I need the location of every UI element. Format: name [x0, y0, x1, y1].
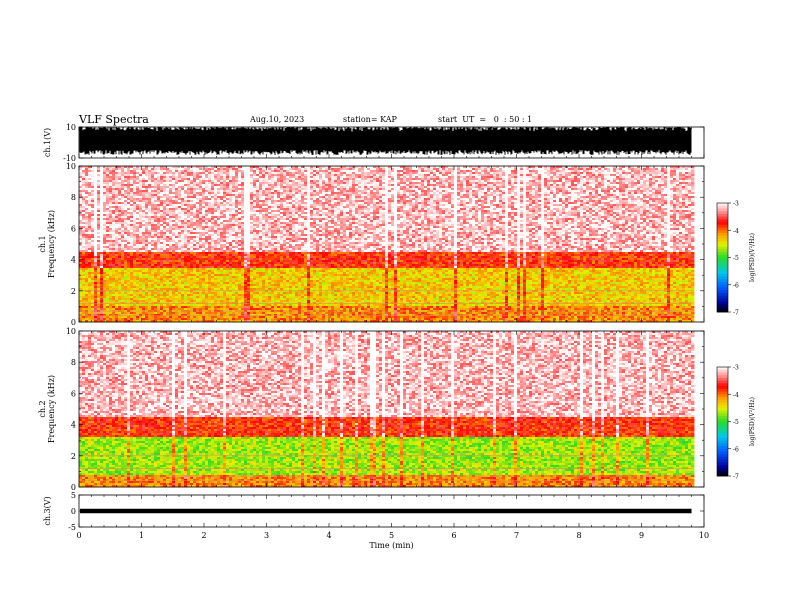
x-tick-label: 1 — [139, 531, 144, 540]
colorbar-tick-label: -3 — [733, 201, 739, 208]
y-axis-label-line: ch.2 — [38, 400, 47, 417]
colorbar-2 — [717, 367, 731, 476]
colorbar-tick-label: -5 — [733, 419, 739, 426]
y-tick-label: 4 — [71, 421, 76, 430]
plot-area: -3 -4 -5 -6 -7 log(PSD)(V²/Hz) -3 -4 -5 -6 -7 log(P… — [0, 0, 792, 612]
y-axis-label-line: ch.1 — [38, 235, 47, 252]
x-tick-label: 9 — [639, 531, 644, 540]
y-tick-label: 5 — [71, 491, 76, 500]
y-tick-label: 4 — [71, 256, 76, 265]
y-axis-label: ch.3(V) — [43, 496, 52, 525]
y-tick-label: 6 — [71, 224, 76, 233]
x-tick-label: 6 — [451, 531, 456, 540]
colorbar-tick-label: -4 — [733, 228, 739, 235]
colorbar-tick-label: -5 — [733, 255, 739, 262]
x-tick-label: 7 — [514, 531, 519, 540]
colorbar-tick-label: -3 — [733, 365, 739, 372]
colorbar-tick-label: -7 — [733, 310, 739, 317]
spectrogram-1 — [79, 166, 694, 322]
colorbar-label: log(PSD)(V²/Hz) — [749, 397, 756, 446]
x-tick-label: 3 — [264, 531, 269, 540]
y-tick-label: 8 — [71, 358, 76, 367]
y-axis-label-line: ch.1(V) — [43, 128, 52, 157]
y-tick-label: 0 — [71, 507, 76, 516]
colorbar-tick-label: -4 — [733, 392, 739, 399]
y-axis-label: ch.2Frequency (kHz) — [38, 375, 56, 443]
y-axis-label-line: ch.3(V) — [43, 496, 52, 525]
x-tick-label: 4 — [326, 531, 331, 540]
colorbar-tick-label: -6 — [733, 446, 739, 453]
colorbar-tick-label: -7 — [733, 474, 739, 481]
colorbar-label: log(PSD)(V²/Hz) — [749, 233, 756, 282]
y-tick-label: 6 — [71, 389, 76, 398]
y-tick-label: 2 — [71, 452, 76, 461]
spectrogram-2 — [79, 331, 694, 487]
colorbar-1 — [717, 203, 731, 312]
y-tick-label: 8 — [71, 193, 76, 202]
y-tick-label: 10 — [66, 162, 76, 171]
x-tick-label: 10 — [699, 531, 709, 540]
x-tick-label: 2 — [201, 531, 206, 540]
y-tick-label: 10 — [66, 327, 76, 336]
y-tick-label: 10 — [66, 123, 76, 132]
y-axis-label-line: Frequency (kHz) — [47, 210, 56, 278]
x-tick-label: 8 — [576, 531, 581, 540]
x-tick-label: 5 — [389, 531, 394, 540]
y-tick-label: -5 — [68, 523, 76, 532]
ch1-waveform-trace — [80, 127, 691, 155]
colorbar-tick-label: -6 — [733, 282, 739, 289]
y-axis-label: ch.1(V) — [43, 128, 52, 157]
ch3-waveform-trace — [80, 509, 692, 513]
vlf-figure: VLF Spectra Aug.10, 2023 station= KAP st… — [0, 0, 792, 612]
y-axis-label-line: Frequency (kHz) — [47, 375, 56, 443]
x-axis-label: Time (min) — [369, 541, 413, 550]
y-axis-label: ch.1Frequency (kHz) — [38, 210, 56, 278]
x-tick-label: 0 — [76, 531, 81, 540]
y-tick-label: 0 — [71, 318, 76, 327]
y-tick-label: 2 — [71, 287, 76, 296]
